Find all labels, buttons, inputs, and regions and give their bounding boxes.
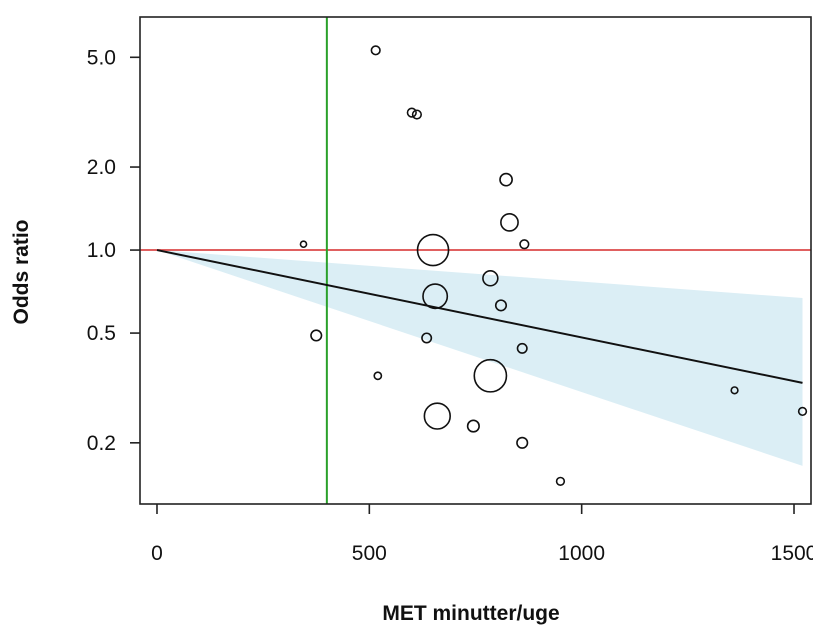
data-point	[494, 299, 508, 312]
data-point	[373, 371, 383, 381]
y-tick-label: 1.0	[87, 239, 116, 262]
data-point	[421, 332, 433, 344]
data-point	[516, 342, 528, 354]
confidence-band-layer	[156, 250, 803, 466]
data-point	[797, 406, 808, 417]
data-point	[422, 283, 449, 310]
x-axis-title: MET minutter/uge	[382, 602, 559, 625]
data-point	[423, 402, 451, 430]
data-point	[310, 329, 323, 342]
y-axis: 0.2 0.5 1.0 2.0 5.0	[87, 46, 140, 455]
y-tick-label: 5.0	[87, 46, 116, 69]
data-point	[411, 109, 422, 120]
y-tick-label: 2.0	[87, 156, 116, 179]
data-point	[482, 270, 499, 287]
data-point	[416, 233, 450, 267]
data-point	[406, 107, 417, 118]
data-point	[730, 386, 739, 395]
x-tick-label: 1500	[771, 542, 813, 565]
x-tick-label: 500	[352, 542, 387, 565]
data-point	[499, 172, 513, 187]
data-point	[500, 212, 519, 232]
fit-line	[156, 249, 803, 384]
x-tick-label: 1000	[558, 542, 605, 565]
x-axis: 0 500 1000 1500	[151, 504, 813, 565]
plot-frame	[139, 16, 812, 505]
data-point	[555, 476, 566, 486]
x-tick-label: 0	[151, 542, 163, 565]
y-tick-label: 0.2	[87, 432, 116, 455]
data-point	[473, 358, 508, 393]
data-point	[466, 419, 480, 433]
data-point	[370, 45, 381, 56]
data-point	[516, 436, 529, 449]
confidence-band	[156, 250, 803, 466]
data-point	[519, 239, 530, 250]
data-point	[299, 240, 308, 249]
y-axis-title: Odds ratio	[10, 219, 33, 324]
fit-line-layer	[156, 249, 803, 384]
y-tick-label: 0.5	[87, 322, 116, 345]
reference-lines-layer	[140, 17, 811, 504]
points-layer	[299, 45, 808, 486]
